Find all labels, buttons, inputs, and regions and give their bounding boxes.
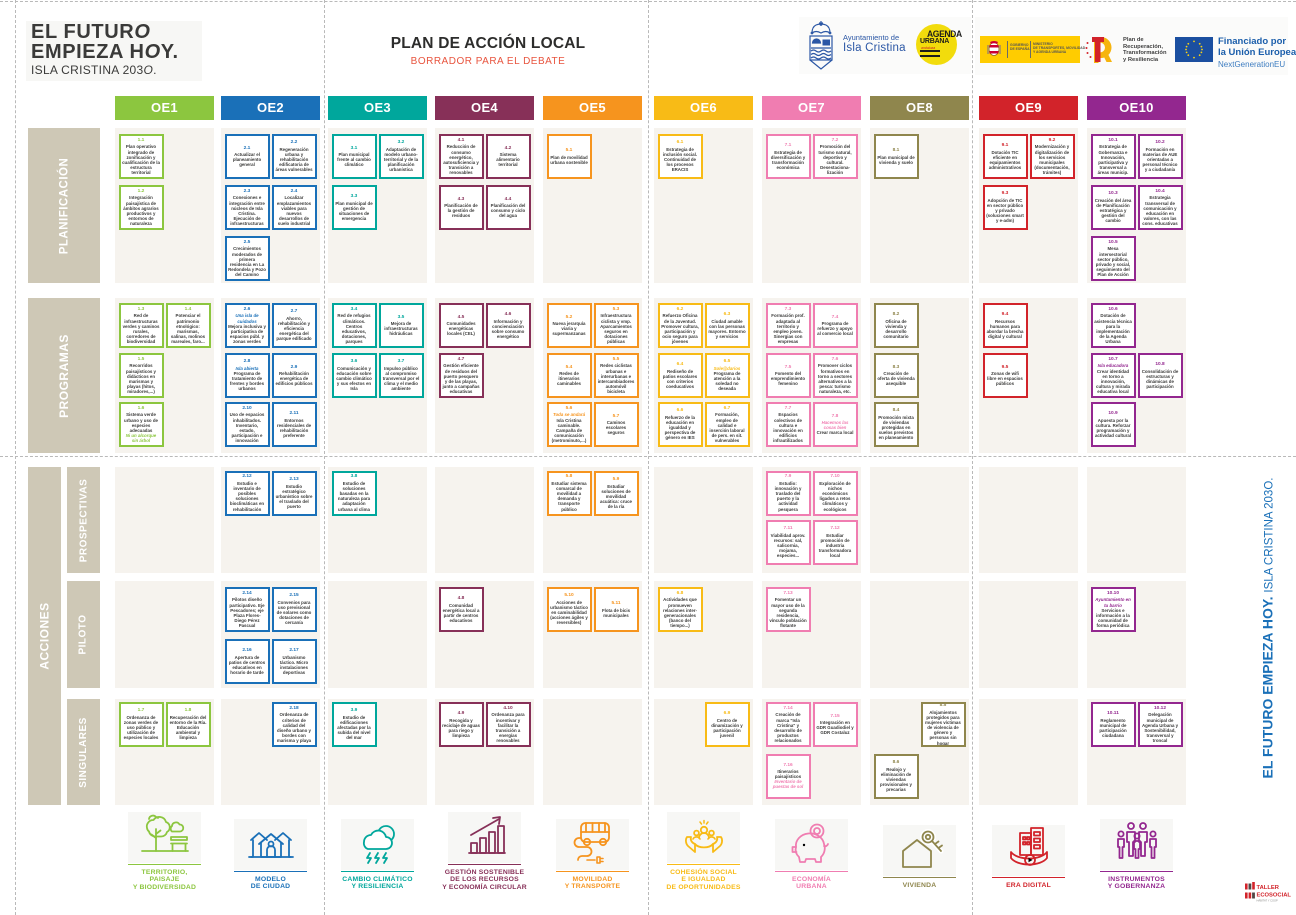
- svg-text:HÁBITAT Y COOP: HÁBITAT Y COOP: [1257, 899, 1279, 903]
- svg-text:ECOSOCIAL: ECOSOCIAL: [1257, 893, 1292, 899]
- svg-text:TALLER: TALLER: [1257, 885, 1280, 891]
